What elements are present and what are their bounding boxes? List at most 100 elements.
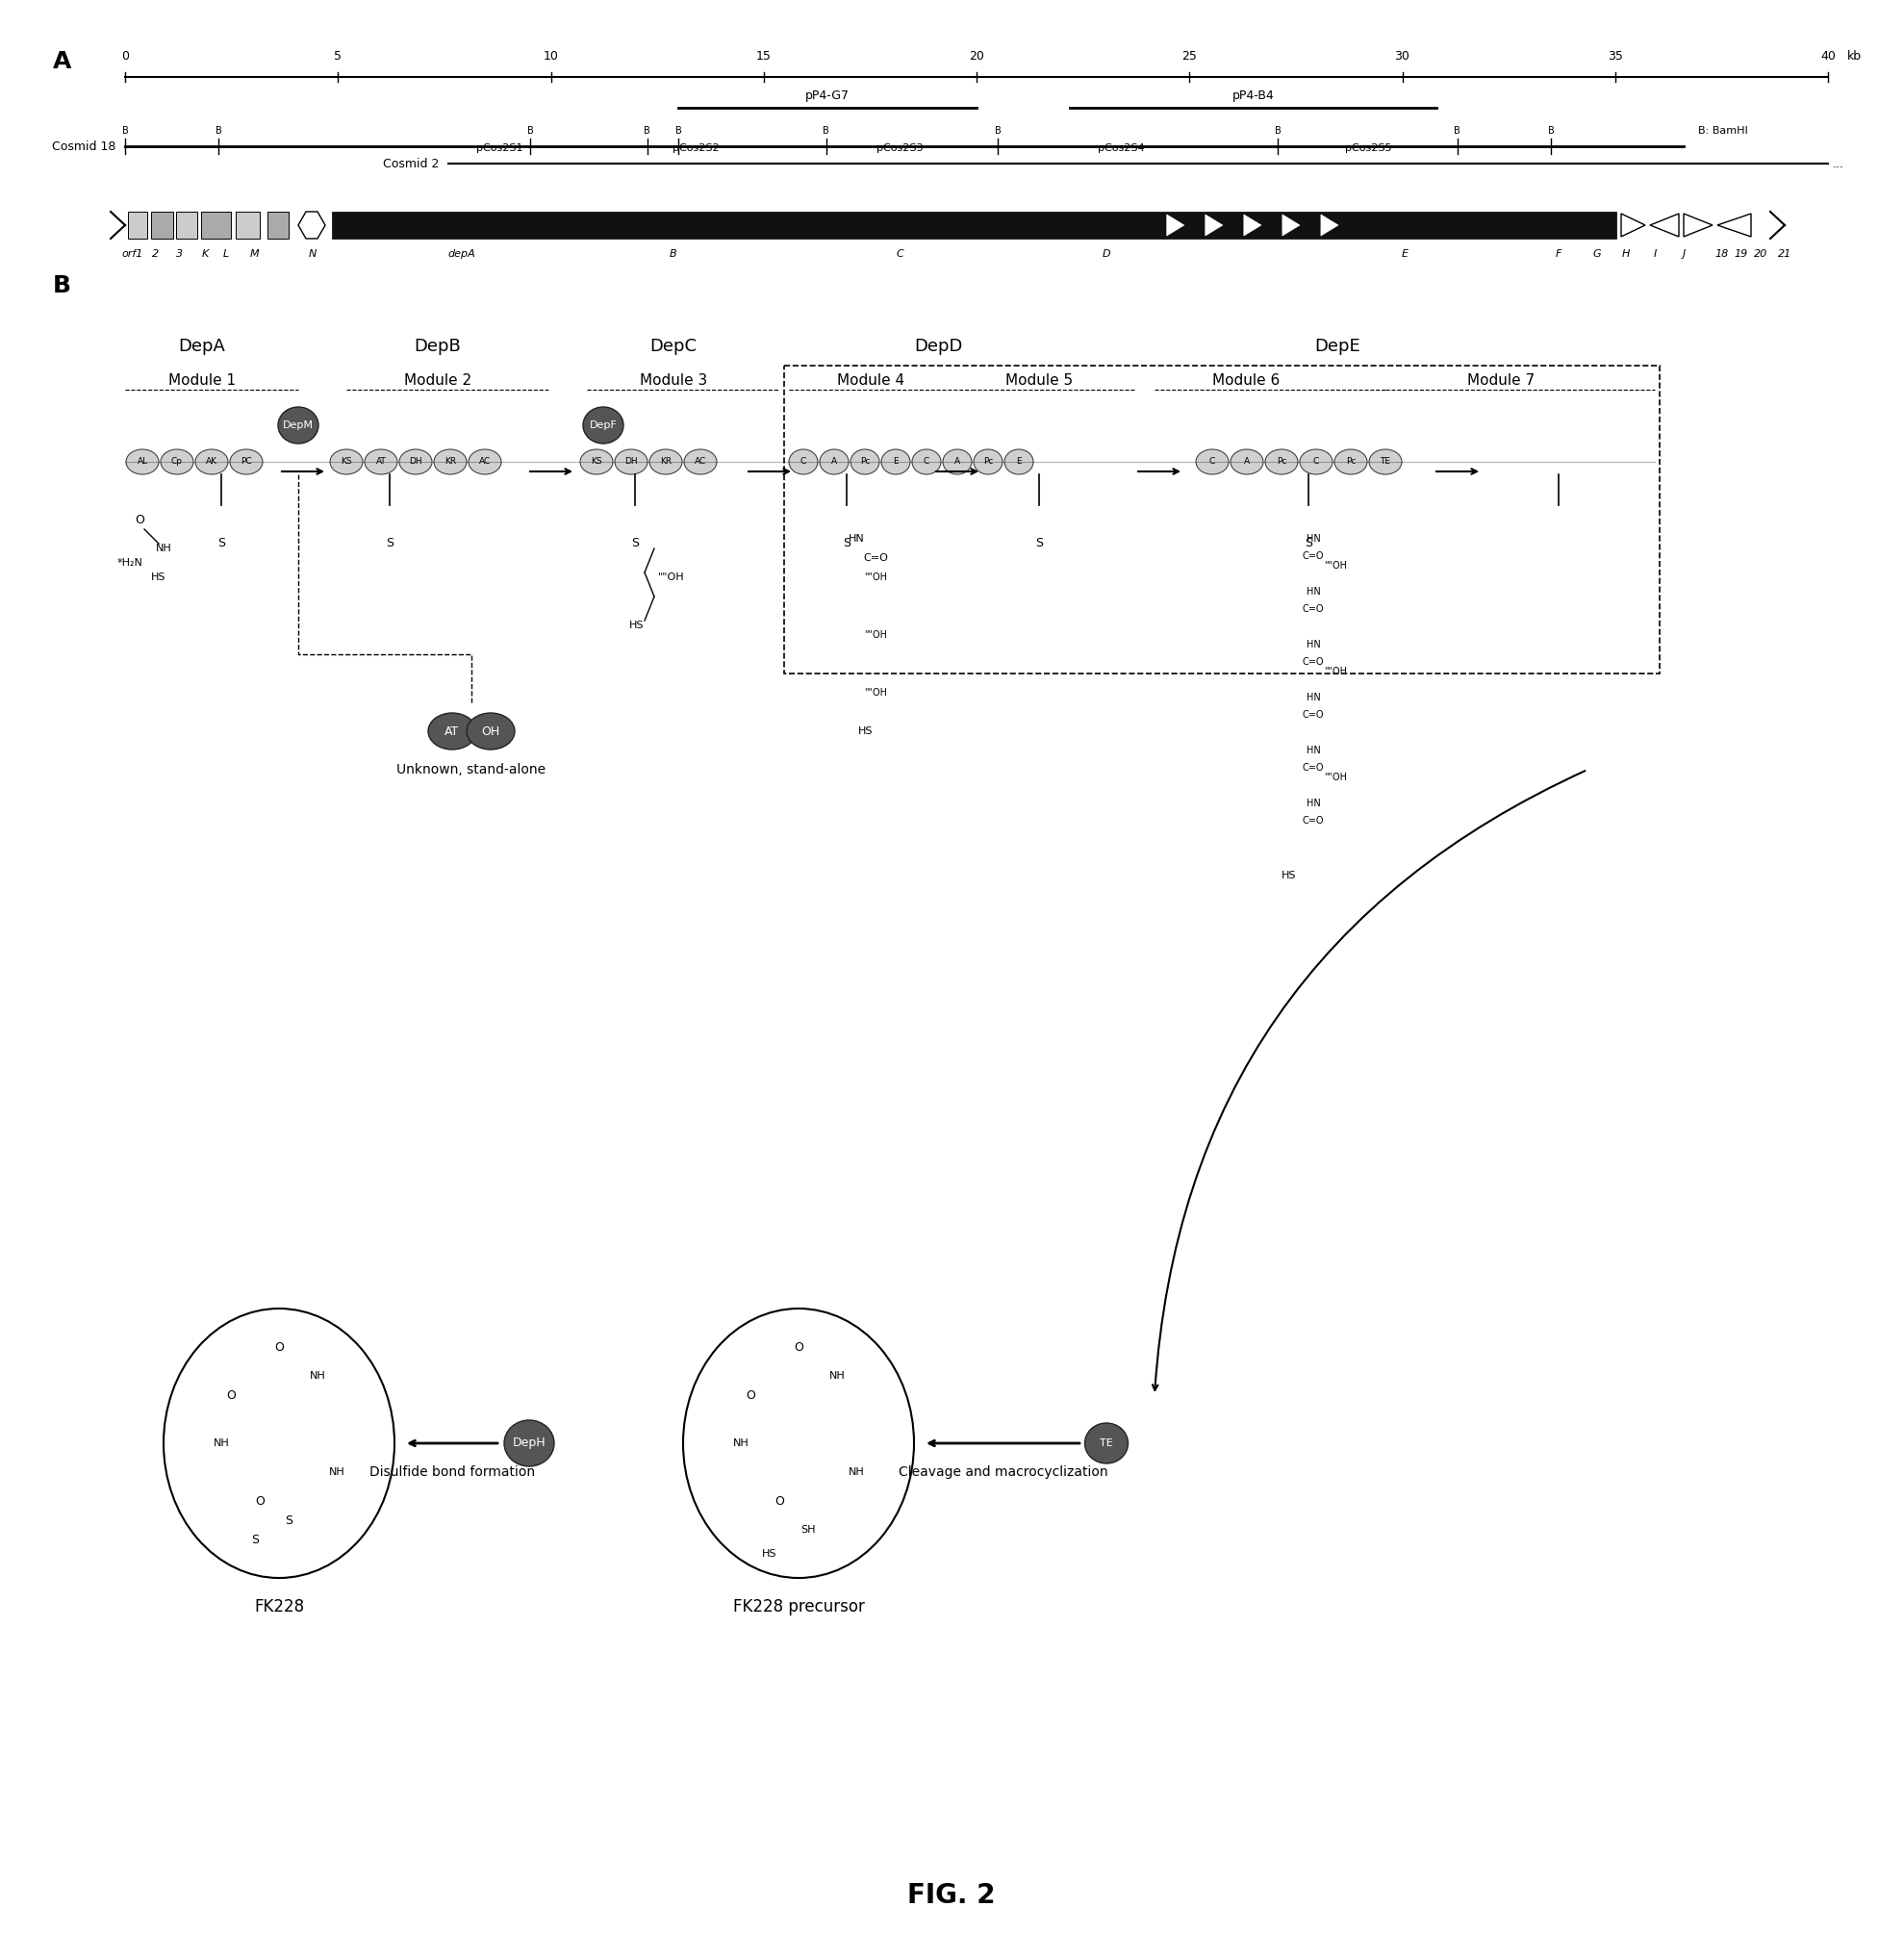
Text: KR: KR (444, 458, 457, 466)
Text: Unknown, stand-alone: Unknown, stand-alone (396, 764, 546, 777)
Text: OH: OH (482, 724, 501, 738)
Ellipse shape (788, 448, 819, 474)
Text: O: O (794, 1341, 803, 1353)
Text: FK228 precursor: FK228 precursor (733, 1598, 864, 1615)
Text: S: S (843, 536, 851, 550)
Text: S: S (387, 536, 394, 550)
Text: depA: depA (447, 249, 476, 258)
Text: HN: HN (1306, 535, 1319, 544)
Text: Disulfide bond formation: Disulfide bond formation (369, 1465, 535, 1478)
Text: ""OH: ""OH (1323, 560, 1346, 570)
Text: F: F (1556, 249, 1561, 258)
Text: Cleavage and macrocyclization: Cleavage and macrocyclization (899, 1465, 1108, 1478)
Text: Pc: Pc (1346, 458, 1356, 466)
Text: DepF: DepF (590, 421, 617, 431)
Text: HN: HN (1306, 799, 1319, 809)
Text: HS: HS (150, 572, 166, 582)
Ellipse shape (196, 448, 228, 474)
Text: PC: PC (240, 458, 251, 466)
Text: pCos2S5: pCos2S5 (1344, 143, 1392, 153)
Bar (202, 211, 230, 239)
Text: FK228: FK228 (253, 1598, 305, 1615)
Text: B: B (670, 249, 678, 258)
Text: NH: NH (828, 1371, 845, 1380)
Text: B: BamHI: B: BamHI (1698, 125, 1748, 135)
Text: DepM: DepM (284, 421, 314, 431)
Text: ""OH: ""OH (1323, 668, 1346, 676)
Text: TE: TE (1380, 458, 1390, 466)
Text: 19: 19 (1735, 249, 1748, 258)
Ellipse shape (821, 448, 849, 474)
Text: C=O: C=O (1302, 764, 1323, 773)
Text: NH: NH (329, 1467, 345, 1476)
Text: Cosmid 2: Cosmid 2 (383, 157, 440, 170)
Text: C: C (923, 458, 929, 466)
Ellipse shape (973, 448, 1003, 474)
Ellipse shape (505, 1420, 554, 1467)
Text: 3: 3 (177, 249, 183, 258)
Ellipse shape (942, 448, 971, 474)
Text: A: A (53, 51, 72, 72)
Bar (150, 211, 173, 239)
Ellipse shape (583, 407, 623, 444)
Ellipse shape (1196, 448, 1228, 474)
Text: DH: DH (409, 458, 423, 466)
Text: O: O (775, 1494, 784, 1508)
Text: HS: HS (630, 621, 644, 630)
Text: Module 5: Module 5 (1005, 372, 1072, 388)
Text: B: B (1276, 125, 1281, 135)
Text: Module 3: Module 3 (640, 372, 706, 388)
Text: B: B (823, 125, 830, 135)
Text: pCos2S1: pCos2S1 (476, 143, 524, 153)
Text: AC: AC (695, 458, 706, 466)
Text: Module 6: Module 6 (1213, 372, 1279, 388)
Text: KS: KS (590, 458, 602, 466)
Text: KR: KR (661, 458, 672, 466)
Text: AL: AL (137, 458, 149, 466)
Ellipse shape (230, 448, 263, 474)
Text: DepC: DepC (649, 337, 697, 354)
Text: 18: 18 (1716, 249, 1729, 258)
Text: 40: 40 (1820, 51, 1835, 63)
Text: C=O: C=O (1302, 552, 1323, 560)
Text: C: C (800, 458, 807, 466)
Text: O: O (227, 1388, 236, 1402)
Text: M: M (249, 249, 259, 258)
Text: C=O: C=O (863, 554, 887, 562)
Text: HN: HN (1306, 640, 1319, 650)
Text: C=O: C=O (1302, 658, 1323, 668)
Ellipse shape (1005, 448, 1034, 474)
Ellipse shape (581, 448, 613, 474)
Text: NH: NH (213, 1439, 228, 1449)
Text: B: B (1548, 125, 1554, 135)
Text: O: O (135, 513, 145, 527)
Ellipse shape (1369, 448, 1401, 474)
Text: C: C (1209, 458, 1215, 466)
Text: Cp: Cp (171, 458, 183, 466)
Text: S: S (1304, 536, 1312, 550)
Text: ""OH: ""OH (1323, 773, 1346, 783)
Bar (331, 211, 1616, 239)
Text: O: O (255, 1494, 265, 1508)
Text: AC: AC (480, 458, 491, 466)
Ellipse shape (1335, 448, 1367, 474)
Text: DepD: DepD (914, 337, 962, 354)
Text: HS: HS (762, 1549, 777, 1559)
Text: A: A (954, 458, 960, 466)
Ellipse shape (912, 448, 941, 474)
Text: HS: HS (859, 726, 874, 736)
Text: B: B (122, 125, 128, 135)
Polygon shape (1651, 213, 1679, 237)
Ellipse shape (1264, 448, 1299, 474)
Polygon shape (1205, 215, 1222, 235)
Text: DepA: DepA (179, 337, 225, 354)
Bar (128, 211, 147, 239)
Text: D: D (1102, 249, 1110, 258)
Text: 25: 25 (1182, 51, 1198, 63)
Ellipse shape (851, 448, 880, 474)
Bar (175, 211, 198, 239)
Text: AK: AK (206, 458, 217, 466)
Text: 20: 20 (969, 51, 984, 63)
Text: 21: 21 (1778, 249, 1792, 258)
Text: Module 1: Module 1 (168, 372, 236, 388)
